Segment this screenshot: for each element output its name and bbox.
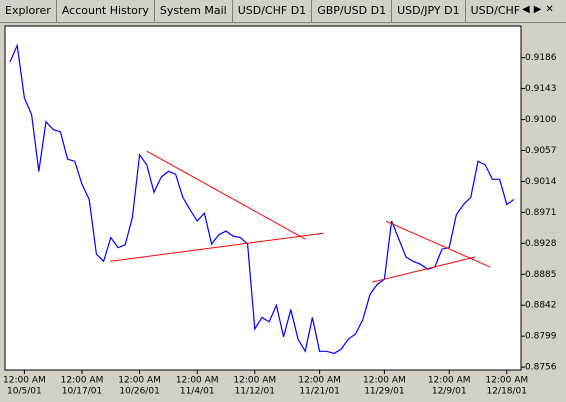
tab[interactable]: Account History [57, 0, 155, 22]
x-tick-time: 12:00 AM [176, 376, 219, 386]
y-tick-label: 0.9100 [525, 115, 557, 125]
y-tick-label: 0.8971 [525, 208, 557, 218]
y-tick-label: 0.8928 [525, 239, 557, 249]
x-tick-time: 12:00 AM [233, 376, 276, 386]
tab-bar: Explorer Account History System Mail USD/CH… [0, 0, 566, 23]
plot-area [4, 25, 522, 371]
x-tick-time: 12:00 AM [118, 376, 161, 386]
x-tick-time: 12:00 AM [298, 376, 341, 386]
x-tick-time: 12:00 AM [428, 376, 471, 386]
x-tick-label: 12/9/01 [432, 387, 467, 397]
tab[interactable]: USD/CHF D1 [233, 0, 313, 22]
x-tick-time: 12:00 AM [485, 376, 528, 386]
x-tick-label: 11/12/01 [235, 387, 275, 397]
y-tick-label: 0.8799 [525, 332, 557, 342]
y-tick-label: 0.9186 [525, 53, 557, 63]
trendline [372, 256, 476, 283]
y-tick-label: 0.9014 [525, 177, 557, 187]
x-tick-label: 11/4/01 [180, 387, 215, 397]
tab[interactable]: USD/JPY D1 [392, 0, 466, 22]
y-tick-label: 0.9143 [525, 84, 557, 94]
tab[interactable]: System Mail [155, 0, 233, 22]
x-tick-time: 12:00 AM [61, 376, 104, 386]
close[interactable]: ✕ [545, 4, 554, 15]
tab[interactable]: GBP/USD D1 [312, 0, 393, 22]
trendline [146, 150, 306, 240]
y-tick-label: 0.8756 [525, 363, 557, 373]
y-tick-label: 0.8842 [525, 301, 557, 311]
x-tick-label: 10/17/01 [62, 387, 102, 397]
tab-controls: ◀ ▶ ✕ [522, 0, 566, 22]
trendline [110, 232, 324, 262]
x-tick-label: 11/21/01 [299, 387, 339, 397]
x-tick-label: 12/18/01 [487, 387, 527, 397]
y-tick-label: 0.8885 [525, 270, 557, 280]
y-tick-label: 0.9057 [525, 146, 557, 156]
x-tick-label: 10/26/01 [119, 387, 159, 397]
tab[interactable]: Explorer [0, 0, 57, 22]
trendline [385, 220, 491, 268]
chart: 0.8756 0.8799 0.8842 0.8885 0.8928 0.8971 0.90… [3, 25, 557, 397]
x-tick-time: 12:00 AM [3, 376, 46, 386]
x-tick-label: 11/29/01 [364, 387, 404, 397]
x-tick-label: 10/5/01 [7, 387, 42, 397]
x-tick-time: 12:00 AM [363, 376, 406, 386]
scroll-left[interactable]: ◀ [522, 4, 530, 15]
scroll-right[interactable]: ▶ [533, 4, 542, 15]
